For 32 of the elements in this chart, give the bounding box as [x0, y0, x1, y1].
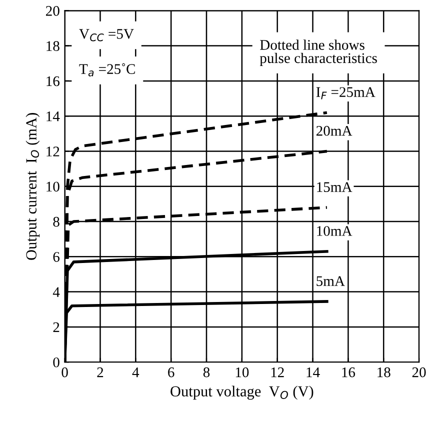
annotation: V$_{CC}$ =5V [79, 29, 134, 42]
y-tick-label: 2 [53, 322, 60, 332]
series-label: 15mA [317, 182, 352, 192]
y-tick-label: 6 [53, 252, 60, 262]
x-axis-title: Output voltage V$_{O}$ (V) [170, 386, 314, 400]
y-tick-label: 10 [46, 182, 60, 192]
series-label: 5mA [316, 276, 345, 286]
series-label: 10mA [317, 226, 352, 236]
y-tick-label: 20 [46, 6, 60, 16]
x-tick-label: 18 [378, 367, 390, 378]
x-tick-label: 14 [306, 367, 320, 378]
series-label: I$_{F}$ =25mA [316, 87, 376, 100]
y-tick-label: 0 [53, 357, 60, 368]
x-tick-label: 16 [342, 367, 356, 378]
y-tick-label: 14 [46, 112, 60, 122]
x-tick-label: 0 [62, 367, 68, 378]
y-tick-label: 12 [46, 146, 60, 156]
annotation: Dotted line shows pulse characteristics [260, 40, 377, 66]
x-tick-label: 2 [97, 367, 104, 378]
annotation: T$_{a}$ =25˚C [79, 63, 135, 76]
x-tick-label: 12 [271, 367, 284, 378]
x-tick-label: 10 [236, 367, 249, 378]
series-label: 20mA [316, 126, 352, 136]
y-tick-label: 8 [53, 216, 60, 227]
x-tick-label: 20 [412, 367, 426, 378]
y-tick-label: 18 [46, 41, 60, 51]
x-tick-label: 8 [203, 367, 210, 378]
y-axis-title: Output current I$_{O}$ (mA) [26, 113, 40, 260]
x-tick-label: 6 [168, 367, 174, 378]
x-tick-label: 4 [132, 367, 140, 378]
y-tick-label: 16 [46, 76, 60, 86]
y-tick-label: 4 [52, 287, 60, 297]
